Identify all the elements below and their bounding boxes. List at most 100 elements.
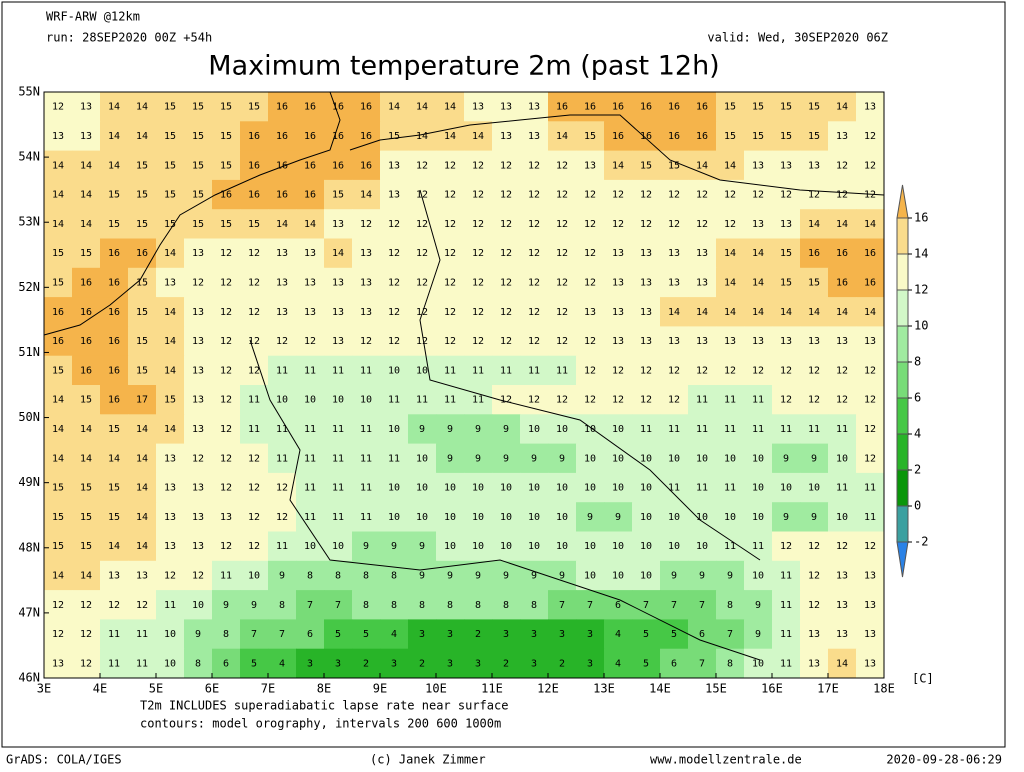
temperature-value: 10 — [304, 541, 316, 552]
temperature-cell — [296, 590, 325, 620]
temperature-cell — [72, 619, 101, 650]
temperature-value: 15 — [52, 277, 64, 288]
temperature-cell — [184, 150, 213, 181]
temperature-value: 10 — [612, 424, 624, 435]
temperature-value: 12 — [136, 600, 148, 611]
temperature-cell — [744, 648, 773, 679]
temperature-value: 14 — [276, 219, 288, 230]
temperature-value: 12 — [780, 395, 792, 406]
temperature-cell — [800, 150, 829, 181]
temperature-cell — [128, 297, 157, 327]
temperature-value: 16 — [864, 277, 876, 288]
temperature-cell — [464, 92, 493, 122]
temperature-value: 12 — [836, 541, 848, 552]
temperature-cell — [100, 619, 129, 650]
temperature-value: 6 — [699, 629, 705, 640]
temperature-cell — [240, 179, 269, 210]
temperature-cell — [352, 472, 381, 503]
temperature-cell — [72, 179, 101, 210]
temperature-value: 16 — [276, 190, 288, 201]
temperature-cell — [828, 443, 857, 474]
temperature-cell — [772, 179, 801, 210]
temperature-value: 15 — [80, 248, 92, 259]
temperature-value: 12 — [472, 160, 484, 171]
temperature-cell — [492, 414, 521, 445]
temperature-cell — [296, 443, 325, 474]
temperature-value: 9 — [755, 600, 761, 611]
temperature-value: 12 — [640, 365, 652, 376]
temperature-cell — [156, 619, 185, 650]
colorbar-label: 12 — [914, 283, 928, 297]
temperature-cell — [268, 209, 297, 239]
temperature-cell — [492, 443, 521, 474]
temperature-cell — [380, 179, 409, 210]
temperature-value: 16 — [248, 160, 260, 171]
temperature-value: 11 — [248, 424, 260, 435]
temperature-cell — [576, 179, 605, 210]
temperature-cell — [464, 326, 493, 357]
temperature-cell — [436, 502, 465, 532]
temperature-cell — [72, 326, 101, 357]
temperature-cell — [856, 326, 885, 357]
temperature-cell — [128, 560, 157, 591]
lon-label: 12E — [537, 682, 559, 696]
temperature-cell — [716, 121, 745, 152]
temperature-value: 7 — [335, 600, 341, 611]
temperature-value: 7 — [727, 629, 733, 640]
temperature-cell — [744, 502, 773, 532]
temperature-value: 13 — [836, 570, 848, 581]
temperature-cell — [352, 560, 381, 591]
temperature-cell — [828, 355, 857, 386]
temperature-cell — [296, 560, 325, 591]
temperature-value: 16 — [360, 160, 372, 171]
temperature-value: 11 — [332, 512, 344, 523]
temperature-cell — [352, 531, 381, 562]
temperature-cell — [688, 238, 717, 269]
temperature-value: 14 — [108, 131, 120, 142]
temperature-cell — [156, 121, 185, 152]
temperature-value: 12 — [472, 248, 484, 259]
temperature-value: 12 — [52, 600, 64, 611]
temperature-value: 9 — [503, 424, 509, 435]
temperature-cell — [436, 238, 465, 269]
temperature-cell — [800, 385, 829, 415]
temperature-value: 8 — [475, 600, 481, 611]
temperature-cell — [380, 531, 409, 562]
temperature-value: 12 — [52, 629, 64, 640]
temperature-value: 13 — [780, 219, 792, 230]
temperature-value: 14 — [136, 102, 148, 113]
temperature-cell — [576, 238, 605, 269]
temperature-cell — [660, 267, 689, 298]
temperature-value: 11 — [360, 453, 372, 464]
temperature-cell — [632, 326, 661, 357]
temperature-value: 15 — [52, 365, 64, 376]
temperature-value: 11 — [304, 512, 316, 523]
temperature-value: 12 — [472, 219, 484, 230]
temperature-value: 16 — [248, 190, 260, 201]
temperature-cell — [44, 560, 73, 591]
temperature-value: 13 — [612, 307, 624, 318]
temperature-value: 13 — [612, 248, 624, 259]
temperature-value: 15 — [780, 277, 792, 288]
temperature-cell — [520, 326, 549, 357]
temperature-cell — [240, 560, 269, 591]
temperature-cell — [268, 238, 297, 269]
temperature-cell — [268, 385, 297, 415]
temperature-value: 15 — [108, 219, 120, 230]
colorbar-label: 10 — [914, 319, 928, 333]
temperature-value: 15 — [164, 395, 176, 406]
temperature-value: 12 — [444, 307, 456, 318]
temperature-cell — [268, 560, 297, 591]
temperature-cell — [548, 121, 577, 152]
temperature-value: 17 — [136, 395, 148, 406]
temperature-value: 11 — [360, 483, 372, 494]
temperature-value: 2 — [363, 658, 369, 669]
temperature-value: 14 — [164, 307, 176, 318]
temperature-value: 12 — [416, 219, 428, 230]
temperature-cell — [548, 297, 577, 327]
temperature-cell — [240, 531, 269, 562]
temperature-cell — [240, 619, 269, 650]
temperature-cell — [576, 92, 605, 122]
temperature-cell — [212, 648, 241, 679]
temperature-cell — [324, 297, 353, 327]
